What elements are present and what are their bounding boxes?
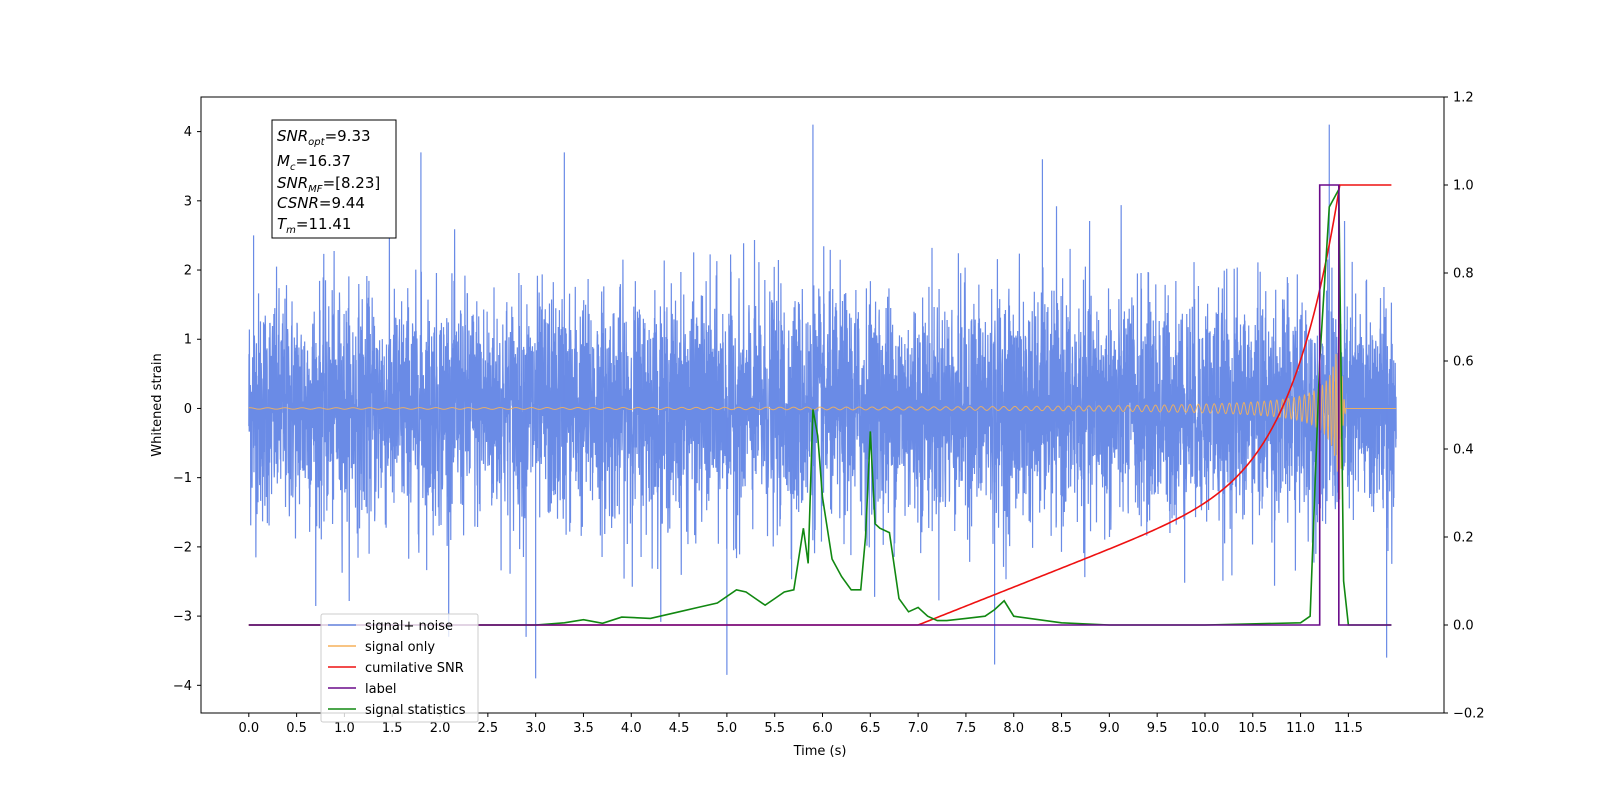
y-tick-label: −3: [173, 610, 192, 625]
legend-label-signal-only: signal only: [365, 640, 435, 655]
x-tick-label: 6.0: [812, 721, 833, 736]
y-tick-label: 2: [184, 264, 192, 279]
y2-tick-label: 1.0: [1453, 179, 1474, 194]
x-tick-label: 8.5: [1051, 721, 1072, 736]
y-tick-label: 3: [184, 194, 192, 209]
x-tick-label: 10.5: [1238, 721, 1267, 736]
signal-only-series: [248, 296, 1397, 500]
annotation-box: SNRopt=9.33 Mc=16.37 SNRMF=[8.23] CSNR=9…: [271, 119, 397, 239]
signal-only-line: [248, 296, 1397, 500]
cumulative-snr-line: [248, 184, 1392, 626]
x-axis-label: Time (s): [793, 744, 847, 759]
y-axis-label: Whitened strain: [150, 353, 165, 456]
y2-tick-label: 0.2: [1453, 531, 1474, 546]
plot-area: [248, 124, 1397, 679]
y2-tick-label: 0.0: [1453, 619, 1474, 634]
x-tick-label: 5.5: [764, 721, 785, 736]
x-tick-label: 4.5: [669, 721, 690, 736]
x-tick-label: 3.5: [573, 721, 594, 736]
x-tick-label: 2.5: [478, 721, 499, 736]
annotation-snr-opt: SNRopt=9.33: [277, 127, 371, 148]
y-tick-label: −1: [173, 471, 192, 486]
legend-label-signal-statistics: signal statistics: [365, 703, 466, 718]
annotation-snr-mf: SNRMF=[8.23]: [277, 174, 380, 195]
legend-label-signal-noise: signal+ noise: [365, 619, 453, 634]
x-tick-label: 7.5: [956, 721, 977, 736]
y-tick-label: 0: [184, 402, 192, 417]
x-tick-label: 7.0: [908, 721, 929, 736]
x-tick-label: 5.0: [717, 721, 738, 736]
y-axis-left: 4 3 2 1 0 −1 −2 −3 −4: [173, 125, 201, 694]
annotation-csnr: CSNR=9.44: [277, 194, 365, 212]
x-tick-label: 9.5: [1147, 721, 1168, 736]
x-tick-label: 0.0: [238, 721, 259, 736]
x-tick-label: 11.5: [1334, 721, 1363, 736]
y2-tick-label: 0.8: [1453, 267, 1474, 282]
x-tick-label: 8.0: [1003, 721, 1024, 736]
y2-tick-label: 0.4: [1453, 443, 1474, 458]
x-tick-label: 11.0: [1286, 721, 1315, 736]
annotation-tm: Tm=11.41: [277, 215, 351, 236]
y2-tick-label: 1.2: [1453, 91, 1474, 106]
y-tick-label: 4: [184, 125, 192, 140]
label-line: [248, 184, 1392, 626]
y2-tick-label: 0.6: [1453, 355, 1474, 370]
y-tick-label: 1: [184, 333, 192, 348]
y-tick-label: −4: [173, 679, 192, 694]
x-tick-label: 9.0: [1099, 721, 1120, 736]
x-tick-label: 4.0: [621, 721, 642, 736]
x-tick-label: 6.5: [860, 721, 881, 736]
legend: signal+ noise signal only cumilative SNR…: [320, 613, 479, 723]
legend-label-cumulative-snr: cumilative SNR: [365, 661, 464, 676]
y2-tick-label: −0.2: [1453, 707, 1485, 722]
x-tick-label: 1.0: [334, 721, 355, 736]
right-axis-series: [248, 184, 1392, 626]
y-axis-right: 1.2 1.0 0.8 0.6 0.4 0.2 0.0 −0.2: [1444, 91, 1485, 722]
x-tick-label: 3.0: [525, 721, 546, 736]
x-tick-label: 1.5: [382, 721, 403, 736]
annotation-mc: Mc=16.37: [277, 152, 351, 173]
x-tick-label: 2.0: [430, 721, 451, 736]
x-tick-label: 0.5: [286, 721, 307, 736]
y-tick-label: −2: [173, 540, 192, 555]
x-axis: 0.0 0.5 1.0 1.5 2.0 2.5 3.0 3.5 4.0 4.5 5.0 5.5 6.0 6…: [238, 713, 1363, 736]
x-tick-label: 10.0: [1190, 721, 1219, 736]
legend-label-label: label: [365, 682, 396, 697]
